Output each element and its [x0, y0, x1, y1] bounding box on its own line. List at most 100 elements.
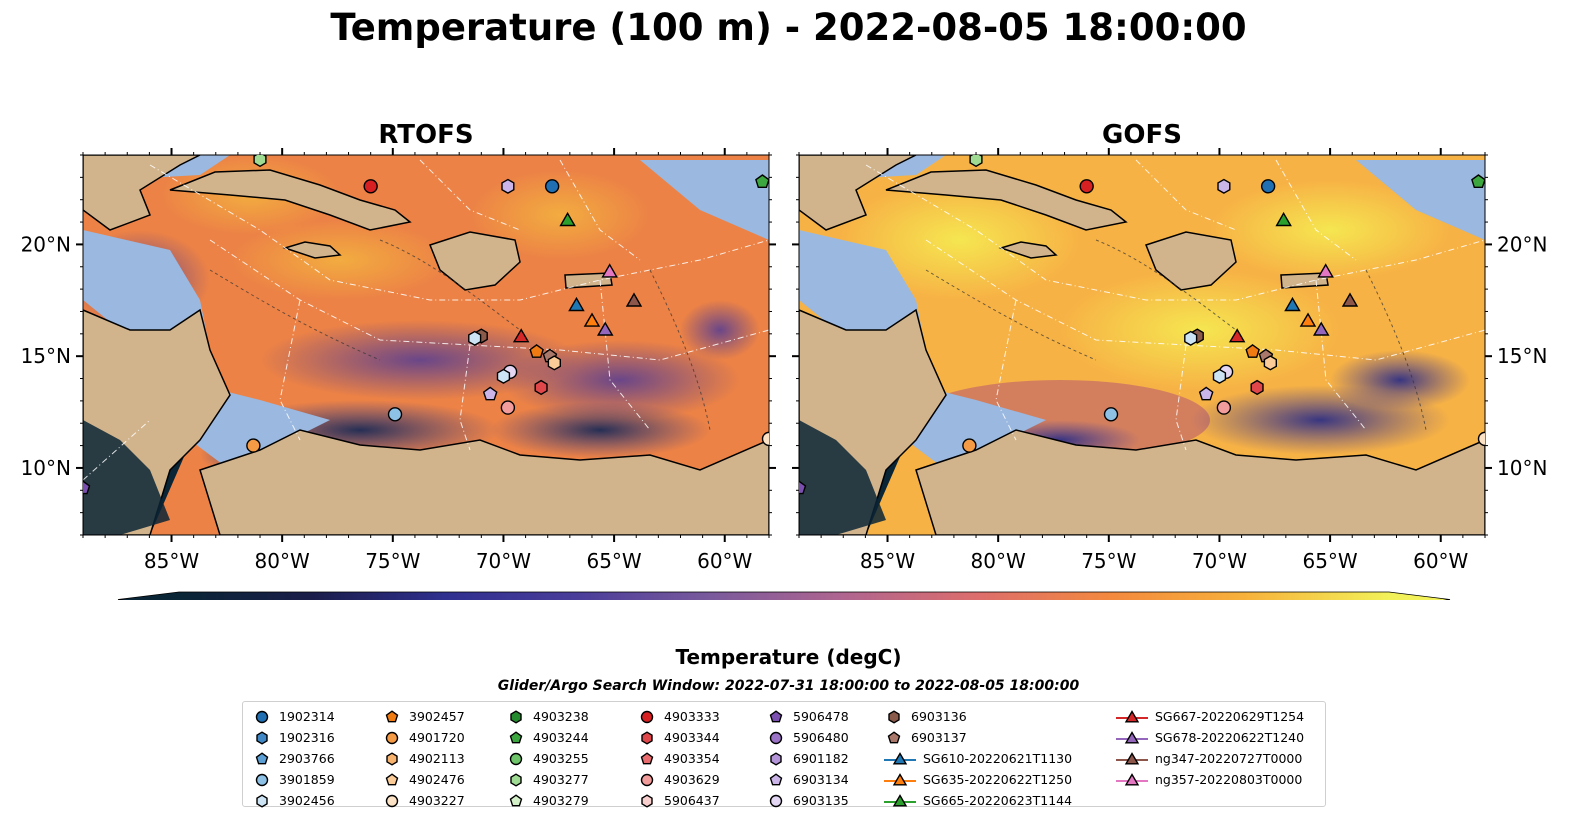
legend-marker-icon	[888, 709, 900, 724]
map-marker	[1299, 312, 1317, 327]
legend-label: ng357-20220803T0000	[1155, 772, 1303, 787]
legend-item: SG667-20220629T1254	[1115, 706, 1304, 727]
legend-label: 5906437	[664, 793, 720, 808]
lon-tick-label: 60°W	[697, 549, 752, 573]
map-marker	[583, 312, 601, 327]
map-marker	[568, 296, 585, 312]
legend-marker	[255, 773, 269, 786]
markers-layer	[83, 155, 1485, 495]
legend-marker-icon	[1116, 730, 1148, 744]
legend-item: 6903136	[883, 706, 1072, 727]
legend-marker-icon	[1116, 709, 1148, 723]
legend-marker	[385, 709, 399, 722]
lon-tick-label: 60°W	[1413, 549, 1468, 573]
legend-marker	[385, 794, 399, 807]
map-marker	[1228, 328, 1246, 343]
legend-item: 6901182	[765, 748, 849, 769]
legend-item: 5906480	[765, 727, 849, 748]
legend-marker-icon	[769, 772, 783, 785]
lon-tick-label: 80°W	[971, 549, 1026, 573]
legend-label: SG610-20220621T1130	[923, 751, 1073, 766]
legend-marker-icon	[640, 751, 654, 764]
legend-item: 4903227	[381, 790, 465, 811]
map-marker	[969, 155, 983, 168]
legend-label: 4903244	[533, 730, 589, 745]
map-marker	[1275, 211, 1292, 227]
legend-marker	[892, 751, 908, 765]
lat-tick-label: 15°N	[1497, 344, 1547, 368]
axes-layer: 85°W 80°W 75°W 70°W 65°W 60°W 10°N 15°N 20°N 85°W…	[21, 148, 1547, 573]
map-marker	[1103, 407, 1119, 422]
panel-title-gofs: GOFS	[1102, 120, 1182, 150]
legend-item: 3901859	[251, 769, 335, 790]
legend-marker-icon	[256, 730, 268, 745]
legend-marker-icon	[1116, 751, 1148, 765]
legend-marker-icon	[641, 793, 653, 808]
lat-tick-label: 10°N	[21, 456, 71, 480]
legend-marker-icon	[510, 772, 522, 787]
colorbar: 18192021222324252627	[117, 591, 1451, 600]
legend-marker-icon	[255, 751, 269, 764]
legend-column: 1902314 1902316 2903766 3901859 3902456	[251, 706, 335, 811]
legend-label: 3902456	[279, 793, 335, 808]
legend-item: 4903279	[505, 790, 589, 811]
legend-marker	[510, 772, 522, 787]
lon-tick-label: 75°W	[365, 549, 420, 573]
map-panel-rtofs	[83, 155, 769, 535]
legend-label: SG678-20220622T1240	[1155, 730, 1305, 745]
map-marker	[547, 355, 561, 371]
legend-item: 4903244	[505, 727, 589, 748]
legend-label: 4903277	[533, 772, 589, 787]
legend-marker	[640, 710, 654, 723]
map-marker	[512, 328, 530, 343]
legend-marker	[509, 793, 523, 806]
legend-label: ng347-20220727T0000	[1155, 751, 1303, 766]
lat-tick-label: 20°N	[1497, 232, 1547, 256]
legend-marker	[769, 772, 783, 785]
legend-marker	[1124, 709, 1140, 723]
legend-marker	[640, 773, 654, 786]
legend-item: SG635-20220622T1250	[883, 769, 1072, 790]
legend-marker-icon	[509, 752, 523, 765]
map-marker	[534, 379, 548, 396]
map-marker	[761, 431, 769, 447]
legend-label: 4903238	[533, 709, 589, 724]
legend-marker-icon	[1116, 772, 1148, 786]
legend-marker	[386, 751, 398, 766]
legend-marker	[1124, 772, 1140, 786]
legend-marker-icon	[769, 794, 783, 807]
legend-label: 4902476	[409, 772, 465, 787]
lon-tick-label: 70°W	[1192, 549, 1247, 573]
map-marker	[1263, 355, 1278, 371]
map-marker	[596, 321, 614, 336]
legend-item: 2903766	[251, 748, 335, 769]
legend-column: 4903333 4903344 4903354 4903629 5906437	[636, 706, 720, 811]
legend-label: 4903629	[664, 772, 720, 787]
legend-label: 5906478	[793, 709, 849, 724]
legend-label: 6903134	[793, 772, 849, 787]
legend-label: 4903227	[409, 793, 465, 808]
legend-label: 1902316	[279, 730, 335, 745]
legend-marker	[255, 710, 269, 723]
legend-marker	[385, 731, 399, 744]
map-marker	[1250, 379, 1264, 396]
legend-label: 2903766	[279, 751, 335, 766]
lon-tick-label: 65°W	[586, 549, 641, 573]
legend-item: SG610-20220621T1130	[883, 748, 1072, 769]
legend-label: 5906480	[793, 730, 849, 745]
map-marker	[1212, 368, 1227, 384]
legend-item: 3902456	[251, 790, 335, 811]
legend-label: 4903333	[664, 709, 720, 724]
legend-item: 6903137	[883, 727, 1072, 748]
lon-tick-label: 75°W	[1081, 549, 1136, 573]
legend-marker-icon	[769, 709, 783, 722]
map-marker	[799, 480, 807, 495]
legend-label: 4903279	[533, 793, 589, 808]
legend-label: 1902314	[279, 709, 335, 724]
legend-column: SG667-20220629T1254 SG678-20220622T1240 ng…	[1115, 706, 1304, 790]
legend-item: 1902314	[251, 706, 335, 727]
legend-label: 4903255	[533, 751, 589, 766]
legend-marker	[1124, 730, 1140, 744]
lat-tick-label: 10°N	[1497, 456, 1547, 480]
lon-tick-label: 65°W	[1302, 549, 1357, 573]
